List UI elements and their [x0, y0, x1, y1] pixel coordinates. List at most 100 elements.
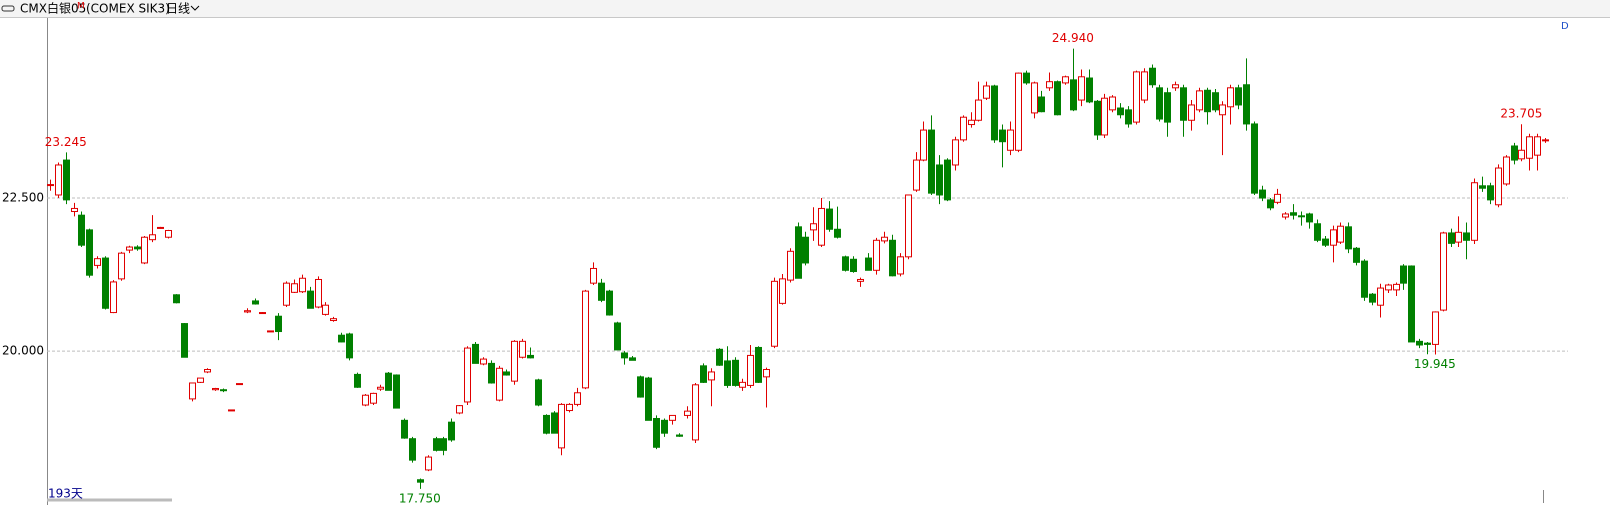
candle-body — [747, 354, 754, 386]
candle-body — [126, 246, 133, 251]
candle-body — [1487, 185, 1494, 201]
candle-body — [244, 310, 251, 313]
candle-body — [1109, 96, 1116, 111]
candle-body — [684, 410, 691, 416]
candle-body — [629, 357, 636, 361]
candle-body — [1259, 189, 1266, 199]
candle-body — [1495, 167, 1502, 206]
instrument-name: CMX白银05 — [20, 1, 86, 16]
candle-body — [661, 419, 668, 434]
candle-body — [519, 340, 526, 358]
candle-body — [94, 258, 101, 266]
candle-body — [920, 129, 927, 161]
candle-body — [1243, 84, 1250, 125]
candle-body — [480, 358, 487, 365]
candle-body — [1377, 287, 1384, 306]
candle-body — [1149, 67, 1156, 86]
candle-body — [448, 421, 455, 441]
candle-body — [1164, 92, 1171, 123]
header: CMX白银05 M (COMEX SIK3) 日线 — [1, 1, 200, 16]
candle-body — [189, 382, 196, 400]
candle-body — [228, 409, 235, 412]
candle-body — [346, 333, 353, 359]
candle-body — [1015, 72, 1022, 151]
instrument-code: (COMEX SIK3) — [86, 2, 170, 16]
candle-body — [708, 371, 715, 381]
candle-body — [1337, 225, 1344, 243]
candle-body — [102, 257, 109, 309]
corner-label: D — [1561, 21, 1569, 32]
candle-body — [204, 369, 211, 373]
candle-body — [338, 334, 345, 343]
candle-body — [1353, 247, 1360, 263]
candle-body — [157, 226, 164, 229]
candle-body — [850, 258, 857, 273]
candle-body — [1455, 231, 1462, 243]
low-annotation: 19.945 — [1414, 357, 1456, 371]
candle-body — [330, 318, 337, 322]
candle-body — [1385, 284, 1392, 291]
period-chevron[interactable] — [190, 5, 200, 11]
candle-body — [236, 383, 243, 386]
candle-body — [606, 290, 613, 316]
candle-body — [456, 405, 463, 414]
y-tick-label: 20.000 — [2, 344, 44, 358]
candle-body — [1219, 104, 1226, 116]
candle-body — [1267, 199, 1274, 209]
candle-body — [881, 236, 888, 242]
candle-body — [291, 283, 298, 293]
high-annotation: 24.940 — [1052, 31, 1094, 45]
candle-body — [377, 386, 384, 390]
candle-body — [1511, 145, 1518, 161]
candle-body — [511, 340, 518, 382]
candle-body — [1526, 136, 1533, 159]
candle-body — [535, 379, 542, 406]
candle-body — [1322, 238, 1329, 246]
candle-body — [598, 282, 605, 301]
candle-body — [220, 389, 227, 392]
high-annotation: 23.245 — [45, 135, 87, 149]
candle-body — [936, 164, 943, 196]
candle-body — [440, 438, 447, 451]
candle-body — [826, 208, 833, 230]
candle-body — [1156, 87, 1163, 120]
candle-body — [464, 347, 471, 403]
candle-body — [1235, 87, 1242, 106]
candle-body — [267, 330, 274, 333]
candle-body — [197, 377, 204, 383]
candle-body — [1086, 77, 1093, 103]
candle-body — [873, 239, 880, 271]
candle-body — [1212, 92, 1219, 111]
candle-body — [991, 85, 998, 141]
candle-body — [322, 304, 329, 315]
candle-body — [299, 277, 306, 293]
candle-body — [1070, 79, 1077, 111]
candle-body — [173, 294, 180, 304]
link-icon[interactable] — [1, 5, 15, 12]
candle-body — [1518, 149, 1525, 160]
candle-body — [1298, 215, 1305, 218]
candle-body — [370, 392, 377, 404]
candle-body — [417, 479, 424, 483]
candle-body — [141, 236, 148, 264]
candle-body — [393, 374, 400, 409]
candle-body — [1314, 223, 1321, 241]
high-annotation: 23.705 — [1500, 107, 1542, 121]
candle-body — [802, 236, 809, 264]
candle-body — [637, 376, 644, 398]
period-selector[interactable]: 日线 — [166, 2, 190, 16]
candle-body — [952, 139, 959, 166]
candle-body — [960, 116, 967, 141]
candle-body — [795, 226, 802, 279]
candle-body — [385, 372, 392, 391]
candle-body — [1227, 87, 1234, 108]
candle-body — [1542, 139, 1549, 142]
candle-body — [1290, 212, 1297, 216]
day-count: 193天 — [48, 487, 83, 501]
candle-body — [110, 281, 117, 314]
candle-body — [425, 456, 432, 471]
candle-body — [897, 256, 904, 275]
candle-body — [645, 377, 652, 421]
candle-body — [86, 229, 93, 276]
candle-body — [889, 239, 896, 277]
